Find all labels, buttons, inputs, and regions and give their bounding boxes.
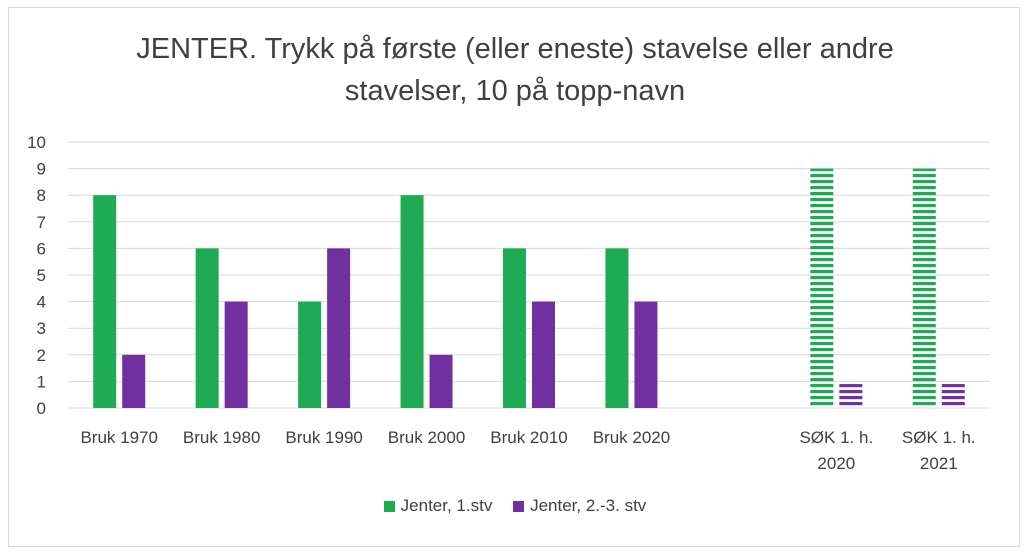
- bar-series-2: [429, 354, 453, 408]
- chart-title: JENTER. Trykk på første (eller eneste) s…: [0, 28, 1030, 112]
- legend-swatch-series-2: [513, 501, 525, 512]
- bar-series-1: [810, 168, 834, 408]
- bar-series-2: [941, 384, 965, 408]
- legend-label-series-2: Jenter, 2.-3. stv: [530, 496, 647, 515]
- y-tick-label: 7: [37, 213, 46, 232]
- x-tick-label: 2020: [817, 454, 855, 473]
- chart-legend: Jenter, 1.stv Jenter, 2.-3. stv: [0, 496, 1030, 516]
- bar-series-1: [912, 168, 936, 408]
- bar-series-1: [298, 301, 322, 408]
- legend-item-series-2: Jenter, 2.-3. stv: [513, 496, 646, 516]
- legend-swatch-series-1: [383, 501, 395, 512]
- x-tick-label: 2021: [920, 454, 958, 473]
- y-tick-label: 6: [37, 239, 46, 258]
- bar-series-1: [605, 248, 629, 408]
- y-tick-label: 8: [37, 186, 46, 205]
- x-tick-label: Bruk 2010: [490, 428, 568, 447]
- x-tick-label: Bruk 1990: [285, 428, 363, 447]
- y-tick-label: 0: [37, 399, 46, 418]
- x-tick-label: Bruk 2000: [388, 428, 466, 447]
- bar-series-2: [224, 301, 248, 408]
- x-tick-label: Bruk 2020: [593, 428, 671, 447]
- y-tick-label: 3: [37, 319, 46, 338]
- chart-title-line-2: stavelser, 10 på topp-navn: [344, 75, 686, 107]
- bar-series-2: [327, 248, 351, 408]
- bar-series-1: [400, 195, 424, 408]
- bar-series-2: [122, 354, 146, 408]
- legend-item-series-1: Jenter, 1.stv: [383, 496, 493, 516]
- bar-series-2: [532, 301, 555, 408]
- chart-title-line-1: JENTER. Trykk på første (eller eneste) s…: [136, 33, 894, 65]
- y-tick-label: 9: [37, 160, 46, 179]
- legend-label-series-1: Jenter, 1.stv: [400, 496, 493, 515]
- x-tick-label: Bruk 1980: [183, 428, 261, 447]
- bar-series-2: [634, 301, 658, 408]
- bar-series-1: [503, 248, 526, 408]
- x-tick-label: SØK 1. h.: [799, 428, 873, 447]
- bar-series-1: [93, 195, 117, 408]
- y-tick-label: 1: [37, 372, 46, 391]
- y-tick-label: 5: [37, 266, 46, 285]
- x-tick-label: Bruk 1970: [80, 428, 158, 447]
- bar-series-2: [839, 384, 863, 408]
- bar-series-1: [195, 248, 219, 408]
- x-tick-label: SØK 1. h.: [902, 428, 976, 447]
- y-tick-label: 2: [37, 346, 46, 365]
- y-tick-label: 10: [27, 133, 46, 152]
- y-tick-label: 4: [37, 293, 46, 312]
